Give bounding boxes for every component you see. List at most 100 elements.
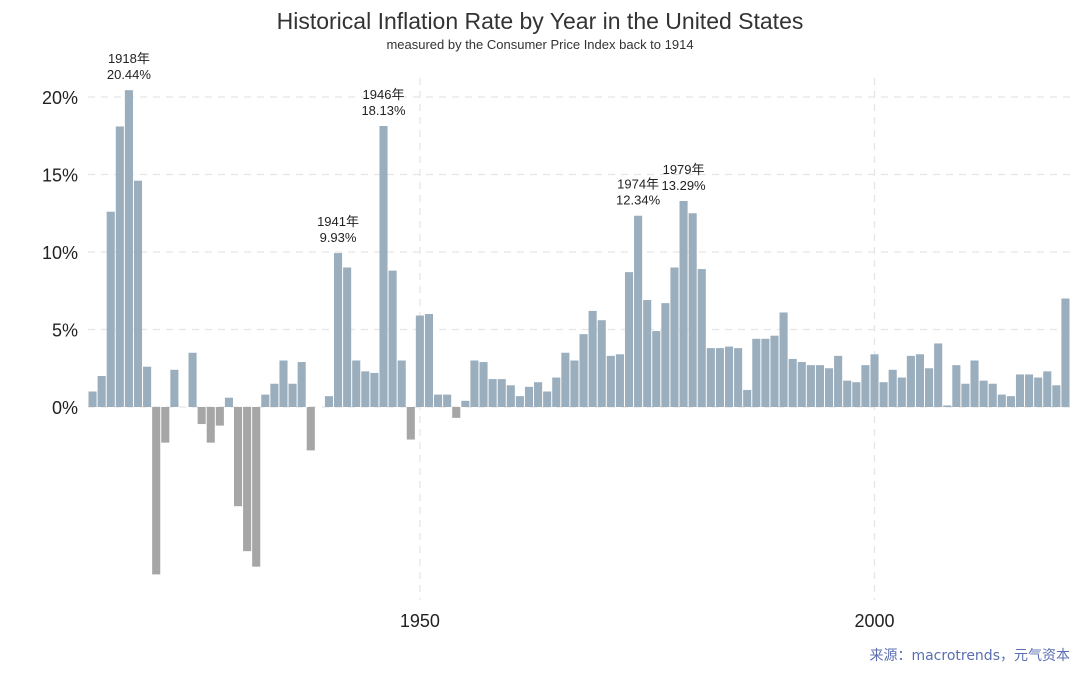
bar-2020 [1052,385,1061,407]
bar-1981 [697,269,706,407]
bar-1971 [606,355,615,407]
bar-1951 [424,314,434,407]
bar-1942 [343,267,352,407]
bar-1936 [288,383,297,407]
bar-1932 [252,407,261,567]
bar-1941 [334,253,343,407]
bar-2013 [988,383,997,407]
bar-1994 [815,365,824,407]
bar-1955 [461,400,470,407]
bar-1965 [552,377,561,407]
bar-1917 [115,126,124,407]
bar-1928 [215,407,224,426]
bar-1922 [161,407,170,443]
bar-1933 [261,394,270,407]
annotation-value: 18.13% [361,103,406,118]
bar-1999 [861,365,870,407]
y-tick-label: 5% [52,321,78,341]
annotation-year: 1941年 [317,214,359,229]
annotation-year: 1946年 [363,87,405,102]
bar-1988 [761,338,770,407]
bar-1937 [297,362,306,407]
bar-1931 [243,407,252,552]
bar-1990 [779,312,788,407]
bar-1929 [224,397,233,407]
bar-1963 [534,382,543,407]
y-tick-label: 10% [42,243,78,263]
bar-1959 [497,379,506,407]
bar-1985 [734,348,743,407]
bar-1956 [470,360,479,407]
bar-1927 [206,407,215,443]
bar-1918 [124,90,133,408]
bar-1997 [843,380,852,407]
bar-1958 [488,379,497,407]
bar-1979 [679,201,688,407]
bar-2018 [1034,377,1043,407]
source-note: 来源：macrotrends，元气资本 [869,648,1070,664]
bar-1996 [834,355,843,407]
bar-1977 [661,303,670,407]
chart-subtitle: measured by the Consumer Price Index bac… [386,37,694,52]
bar-2003 [897,377,906,407]
bar-1953 [443,394,452,407]
bar-1949 [406,407,415,440]
bar-1940 [324,396,333,407]
bar-1916 [106,211,115,407]
bar-1991 [788,358,797,407]
bar-1987 [752,338,761,407]
y-tick-label: 15% [42,166,78,186]
bar-1947 [388,270,397,407]
chart-title: Historical Inflation Rate by Year in the… [276,8,804,34]
bar-1986 [743,389,752,407]
bar-1983 [715,348,724,407]
bar-1966 [561,352,570,407]
bar-2016 [1015,374,1025,407]
bar-1948 [397,360,406,407]
bar-2004 [906,355,915,407]
bar-1972 [615,354,624,407]
bar-1957 [479,362,488,407]
bar-1964 [543,391,552,407]
bar-1920 [143,366,152,407]
bar-2008 [943,405,952,407]
bar-1967 [570,360,579,407]
bar-1970 [597,320,606,407]
bar-1930 [233,407,243,507]
bar-1926 [197,407,206,425]
bar-1915 [97,376,106,407]
bar-1980 [688,213,697,407]
bar-1998 [852,382,861,407]
bar-2006 [925,368,934,407]
y-tick-label: 0% [52,398,78,418]
bar-1995 [825,368,834,407]
annotation-year: 1974年 [617,177,659,192]
bar-1962 [524,386,534,407]
x-tick-label: 1950 [400,611,440,631]
bar-1975 [643,300,652,407]
bar-1925 [188,352,197,407]
bar-1950 [415,315,424,407]
bar-1974 [634,215,643,407]
bar-1919 [133,180,143,407]
bar-1978 [670,267,679,407]
bar-1973 [624,272,634,407]
bar-2015 [1006,396,1015,407]
x-tick-label: 2000 [854,611,894,631]
bar-2005 [915,354,925,407]
annotation-value: 20.44% [107,67,152,82]
bar-1943 [352,360,361,407]
bar-1982 [706,348,715,407]
bar-2014 [997,394,1006,407]
bar-1952 [434,394,443,407]
bar-2021 [1061,298,1070,407]
bar-1954 [452,407,461,418]
bar-1989 [770,335,779,407]
bar-2009 [952,365,961,407]
y-tick-label: 20% [42,88,78,108]
bar-2000 [870,354,879,407]
bar-2007 [934,343,943,407]
bar-1961 [515,396,524,407]
